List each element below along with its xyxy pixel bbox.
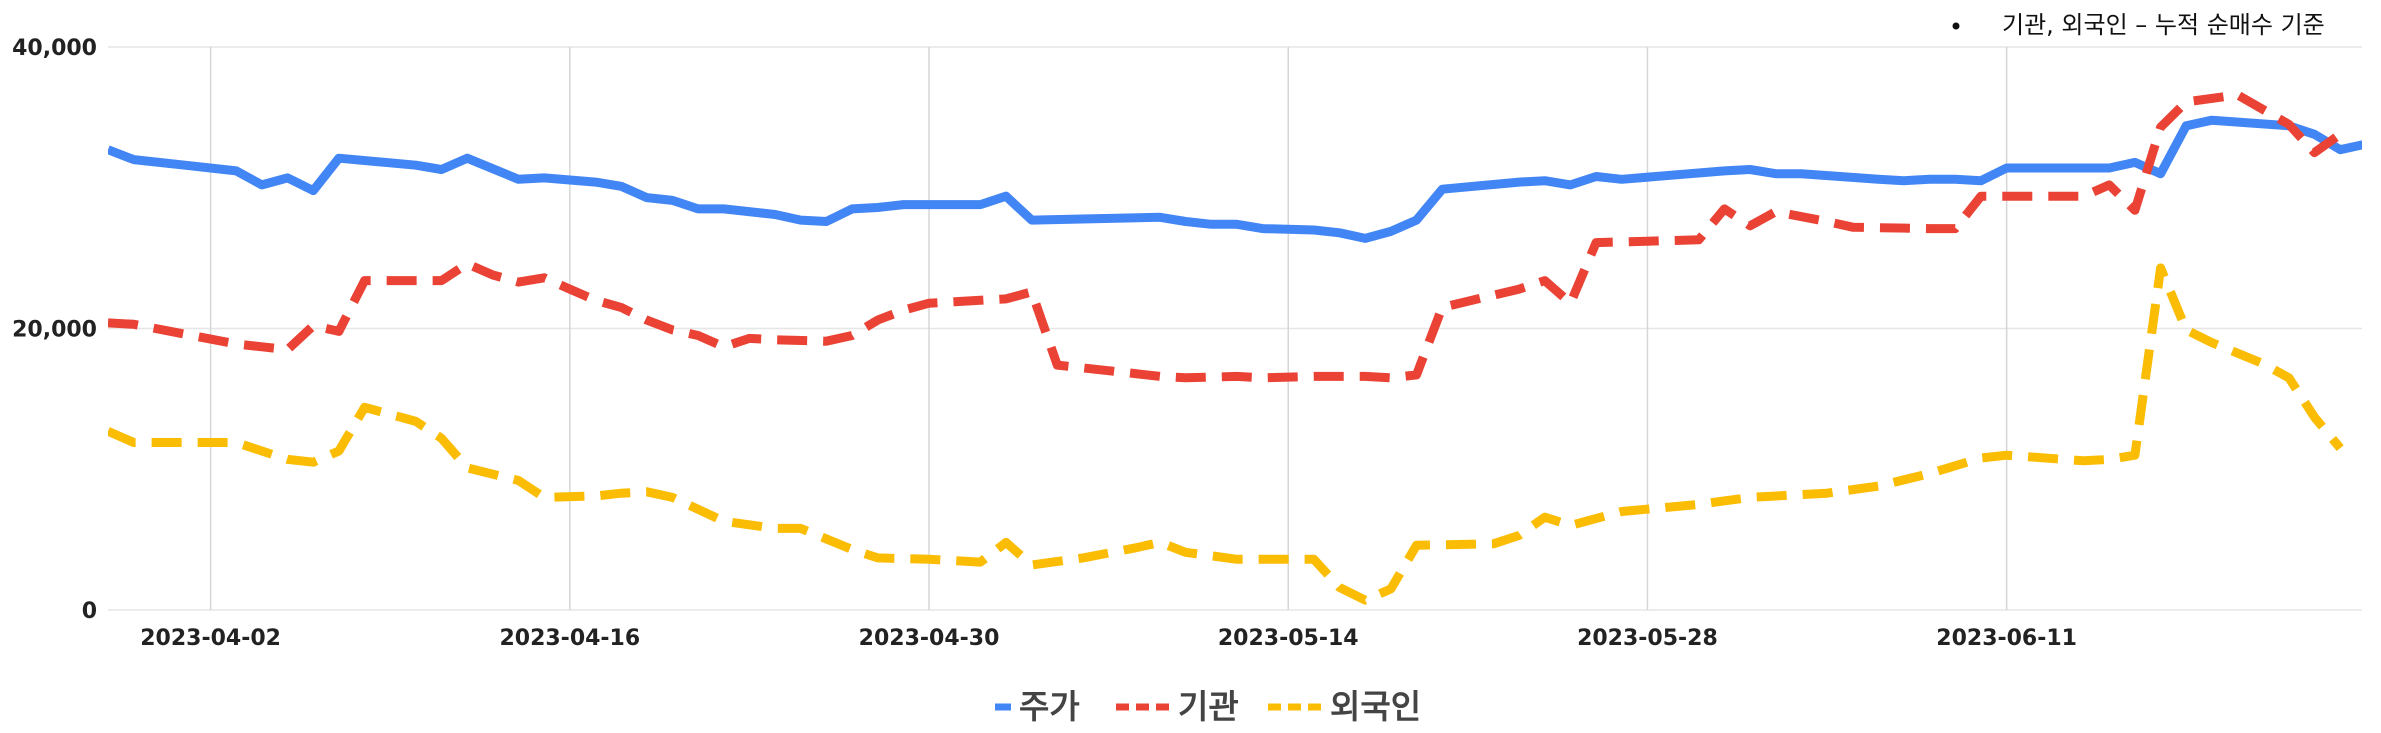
series-line-1 — [108, 115, 2362, 243]
legend-item-3: 외국인 — [1268, 687, 1421, 726]
y-tick-label: 0 — [82, 599, 97, 624]
note-text: 기관, 외국인 – 누적 순매수 기준 — [2002, 11, 2325, 39]
legend: 주가 기관 외국인 — [995, 687, 1421, 726]
legend-label: 외국인 — [1330, 687, 1421, 726]
tick-layer: 0 20,000 40,000 2023-04-02 2023-04-16 2023-04… — [12, 36, 2077, 651]
series-layer — [108, 90, 2362, 605]
series-line-2 — [108, 90, 2343, 383]
x-tick-label: 2023-04-02 — [140, 626, 281, 651]
y-tick-label: 40,000 — [12, 36, 97, 61]
series-line-3 — [108, 263, 2344, 605]
y-tick-label: 20,000 — [12, 318, 97, 343]
x-tick-label: 2023-06-11 — [1936, 626, 2077, 651]
legend-item-1: 주가 — [995, 687, 1080, 726]
grid-layer — [108, 46, 2362, 611]
legend-item-2: 기관 — [1116, 687, 1239, 726]
x-tick-label: 2023-04-16 — [499, 626, 640, 651]
x-tick-label: 2023-05-28 — [1577, 626, 1718, 651]
legend-label: 기관 — [1178, 687, 1239, 726]
note-bullet-icon — [1952, 22, 1960, 30]
legend-label: 주가 — [1019, 687, 1080, 726]
x-tick-label: 2023-04-30 — [859, 626, 1000, 651]
chart-note: 기관, 외국인 – 누적 순매수 기준 — [1952, 11, 2325, 39]
x-tick-label: 2023-05-14 — [1218, 626, 1359, 651]
